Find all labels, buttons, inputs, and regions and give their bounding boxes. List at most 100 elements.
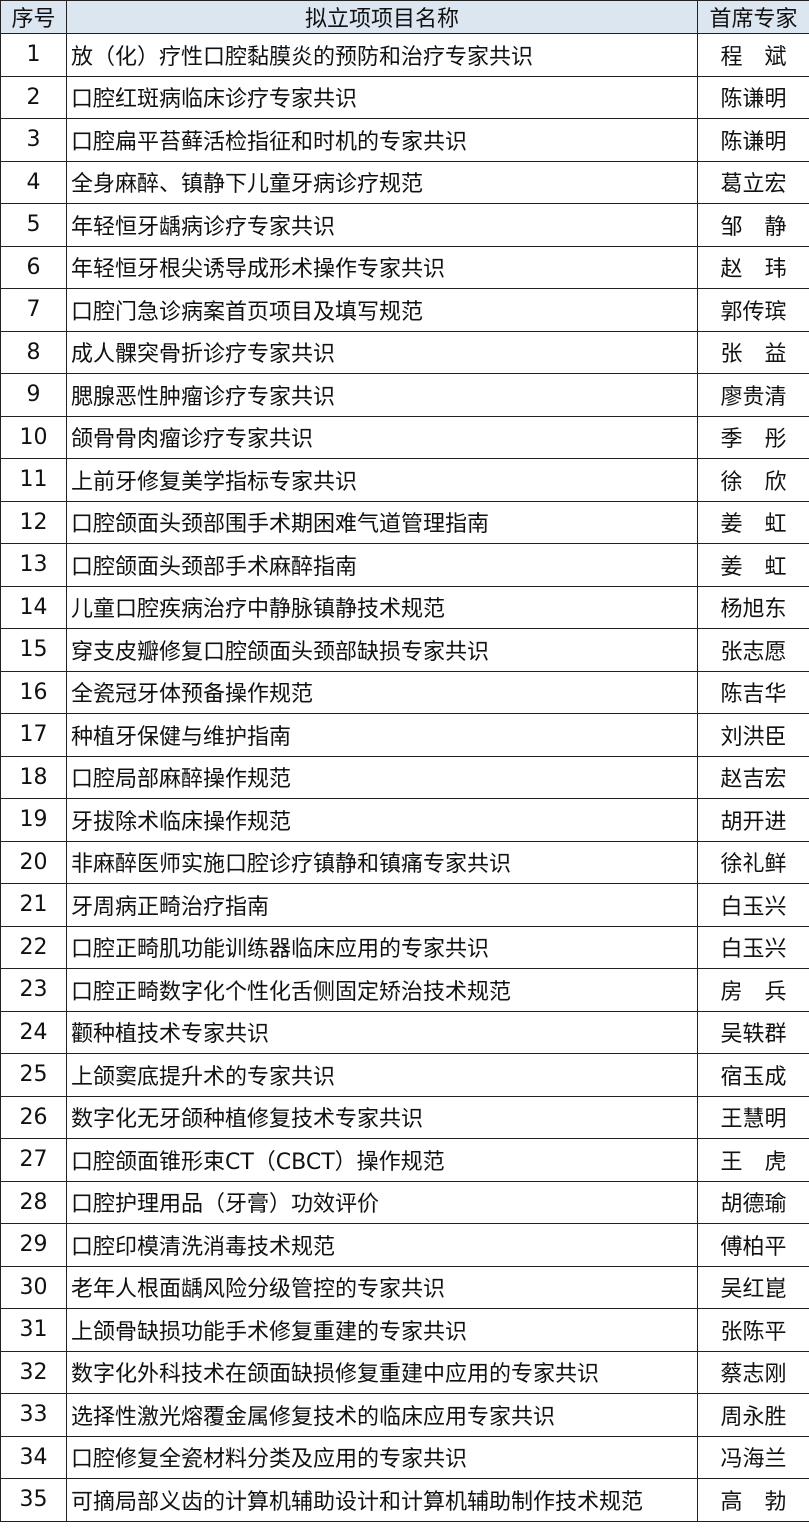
project-name: 数字化外科技术在颌面缺损修复重建中应用的专家共识 (66, 1350, 698, 1394)
chief-expert: 王慧明 (697, 1095, 809, 1139)
project-name: 口腔颌面头颈部围手术期困难气道管理指南 (66, 500, 698, 544)
project-name: 全瓷冠牙体预备操作规范 (66, 670, 698, 714)
project-name: 口腔正畸数字化个性化舌侧固定矫治技术规范 (66, 968, 698, 1012)
chief-expert: 姜 虹 (697, 500, 809, 544)
project-name: 上前牙修复美学指标专家共识 (66, 458, 698, 502)
table-row: 6 年轻恒牙根尖诱导成形术操作专家共识赵 玮 (0, 245, 809, 289)
project-name: 上颌窦底提升术的专家共识 (66, 1053, 698, 1097)
project-name: 牙周病正畸治疗指南 (66, 883, 698, 927)
table-row: 5 年轻恒牙龋病诊疗专家共识邹 静 (0, 203, 809, 247)
chief-expert: 王 虎 (697, 1138, 809, 1182)
chief-expert: 胡德瑜 (697, 1180, 809, 1224)
project-name: 选择性激光熔覆金属修复技术的临床应用专家共识 (66, 1393, 698, 1437)
table-row: 20 非麻醉医师实施口腔诊疗镇静和镇痛专家共识 徐礼鲜 (0, 840, 809, 884)
table-row: 8 成人髁突骨折诊疗专家共识张 益 (0, 330, 809, 374)
table-row: 3 口腔扁平苔藓活检指征和时机的专家共识 陈谦明 (0, 118, 809, 162)
table-row: 4 全身麻醉、镇静下儿童牙病诊疗规范 葛立宏 (0, 160, 809, 204)
row-number: 9 (0, 373, 67, 417)
row-number: 26 (0, 1095, 67, 1139)
row-number: 35 (0, 1478, 67, 1522)
row-number: 33 (0, 1393, 67, 1437)
table-row: 22 口腔正畸肌功能训练器临床应用的专家共识 白玉兴 (0, 925, 809, 969)
chief-expert: 高 勃 (697, 1478, 809, 1522)
table-row: 19 牙拔除术临床操作规范 胡开进 (0, 798, 809, 842)
chief-expert: 陈吉华 (697, 670, 809, 714)
chief-expert: 杨旭东 (697, 585, 809, 629)
table-row: 16 全瓷冠牙体预备操作规范 陈吉华 (0, 670, 809, 714)
table-row: 1 放（化）疗性口腔黏膜炎的预防和治疗专家共识程 斌 (0, 33, 809, 77)
project-name: 牙拔除术临床操作规范 (66, 798, 698, 842)
table-row: 31 上颌骨缺损功能手术修复重建的专家共识 张陈平 (0, 1308, 809, 1352)
row-number: 29 (0, 1223, 67, 1267)
table-row: 34 口腔修复全瓷材料分类及应用的专家共识 冯海兰 (0, 1435, 809, 1479)
chief-expert: 程 斌 (697, 33, 809, 77)
table-row: 26 数字化无牙颌种植修复技术专家共识 王慧明 (0, 1095, 809, 1139)
row-number: 23 (0, 968, 67, 1012)
row-number: 28 (0, 1180, 67, 1224)
chief-expert: 郭传瑸 (697, 288, 809, 332)
chief-expert: 赵吉宏 (697, 755, 809, 799)
table-row: 35 可摘局部义齿的计算机辅助设计和计算机辅助制作技术规范高 勃 (0, 1478, 809, 1522)
row-number: 21 (0, 883, 67, 927)
row-number: 15 (0, 628, 67, 672)
row-number: 1 (0, 33, 67, 77)
row-number: 8 (0, 330, 67, 374)
row-number: 3 (0, 118, 67, 162)
row-number: 17 (0, 713, 67, 757)
chief-expert: 宿玉成 (697, 1053, 809, 1097)
project-name: 口腔颌面头颈部手术麻醉指南 (66, 543, 698, 587)
row-number: 6 (0, 245, 67, 289)
table-row: 17 种植牙保健与维护指南 刘洪臣 (0, 713, 809, 757)
chief-expert: 邹 静 (697, 203, 809, 247)
table-row: 18 口腔局部麻醉操作规范 赵吉宏 (0, 755, 809, 799)
row-number: 20 (0, 840, 67, 884)
chief-expert: 白玉兴 (697, 925, 809, 969)
table-row: 11 上前牙修复美学指标专家共识徐 欣 (0, 458, 809, 502)
chief-expert: 徐 欣 (697, 458, 809, 502)
project-name: 口腔扁平苔藓活检指征和时机的专家共识 (66, 118, 698, 162)
table-row: 2 口腔红斑病临床诊疗专家共识 陈谦明 (0, 75, 809, 119)
table-row: 10 颌骨骨肉瘤诊疗专家共识季 彤 (0, 415, 809, 459)
row-number: 32 (0, 1350, 67, 1394)
table-row: 30 老年人根面龋风险分级管控的专家共识 吴红崑 (0, 1265, 809, 1309)
project-name: 颌骨骨肉瘤诊疗专家共识 (66, 415, 698, 459)
chief-expert: 房 兵 (697, 968, 809, 1012)
table-row: 9 腮腺恶性肿瘤诊疗专家共识 廖贵清 (0, 373, 809, 417)
project-name: 口腔局部麻醉操作规范 (66, 755, 698, 799)
row-number: 30 (0, 1265, 67, 1309)
chief-expert: 葛立宏 (697, 160, 809, 204)
project-name: 非麻醉医师实施口腔诊疗镇静和镇痛专家共识 (66, 840, 698, 884)
table-row: 32 数字化外科技术在颌面缺损修复重建中应用的专家共识 蔡志刚 (0, 1350, 809, 1394)
row-number: 27 (0, 1138, 67, 1182)
chief-expert: 廖贵清 (697, 373, 809, 417)
row-number: 25 (0, 1053, 67, 1097)
chief-expert: 吴红崑 (697, 1265, 809, 1309)
row-number: 19 (0, 798, 67, 842)
project-name: 放（化）疗性口腔黏膜炎的预防和治疗专家共识 (66, 33, 698, 77)
table-row: 29 口腔印模清洗消毒技术规范 傅柏平 (0, 1223, 809, 1267)
chief-expert: 刘洪臣 (697, 713, 809, 757)
project-name: 老年人根面龋风险分级管控的专家共识 (66, 1265, 698, 1309)
row-number: 22 (0, 925, 67, 969)
project-name: 数字化无牙颌种植修复技术专家共识 (66, 1095, 698, 1139)
project-name: 年轻恒牙龋病诊疗专家共识 (66, 203, 698, 247)
project-name: 儿童口腔疾病治疗中静脉镇静技术规范 (66, 585, 698, 629)
project-name: 口腔修复全瓷材料分类及应用的专家共识 (66, 1435, 698, 1479)
chief-expert: 陈谦明 (697, 118, 809, 162)
project-name: 腮腺恶性肿瘤诊疗专家共识 (66, 373, 698, 417)
table-row: 23 口腔正畸数字化个性化舌侧固定矫治技术规范房 兵 (0, 968, 809, 1012)
row-number: 7 (0, 288, 67, 332)
row-number: 24 (0, 1010, 67, 1054)
header-number: 序号 (0, 0, 67, 34)
chief-expert: 白玉兴 (697, 883, 809, 927)
project-name: 全身麻醉、镇静下儿童牙病诊疗规范 (66, 160, 698, 204)
table-row: 21 牙周病正畸治疗指南 白玉兴 (0, 883, 809, 927)
table-row: 15 穿支皮瓣修复口腔颌面头颈部缺损专家共识 张志愿 (0, 628, 809, 672)
chief-expert: 傅柏平 (697, 1223, 809, 1267)
project-name: 年轻恒牙根尖诱导成形术操作专家共识 (66, 245, 698, 289)
project-name: 口腔颌面锥形束CT（CBCT）操作规范 (66, 1138, 698, 1182)
project-name: 成人髁突骨折诊疗专家共识 (66, 330, 698, 374)
table-row: 12 口腔颌面头颈部围手术期困难气道管理指南姜 虹 (0, 500, 809, 544)
project-name: 口腔门急诊病案首页项目及填写规范 (66, 288, 698, 332)
